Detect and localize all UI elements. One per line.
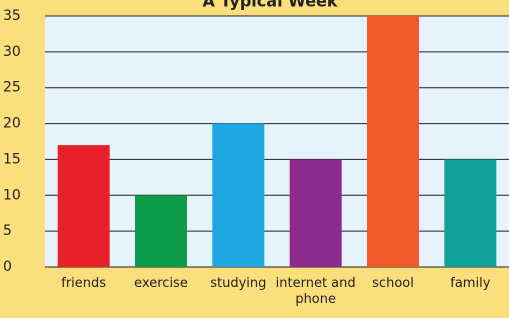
chart-title: A Typical Week: [202, 0, 337, 11]
page: A Typical Week 0 5 10 15 20 25 30 35 friendsexe…: [0, 0, 509, 318]
x-tick-label: school: [353, 276, 433, 292]
x-tick-label: studying: [198, 276, 278, 292]
bar: [212, 124, 264, 267]
bar: [58, 145, 110, 267]
x-tick-label: exercise: [121, 276, 201, 292]
y-tick-label: 5: [3, 223, 12, 239]
y-tick-label: 20: [3, 116, 21, 132]
y-tick-label: 15: [3, 151, 21, 167]
x-tick-label: family: [430, 276, 509, 292]
bar: [135, 195, 187, 267]
y-tick-label: 35: [3, 8, 21, 24]
y-tick-label: 10: [3, 187, 21, 203]
bar: [367, 16, 419, 267]
x-tick-label: friends: [44, 276, 124, 292]
y-tick-label: 0: [3, 259, 12, 275]
plot-area: [45, 16, 509, 267]
y-tick-label: 25: [3, 80, 21, 96]
chart: A Typical Week 0 5 10 15 20 25 30 35: [0, 0, 509, 318]
y-tick-label: 30: [3, 44, 21, 60]
bar: [290, 159, 342, 267]
bar: [444, 159, 496, 267]
x-tick-label: internet and phone: [276, 276, 356, 308]
